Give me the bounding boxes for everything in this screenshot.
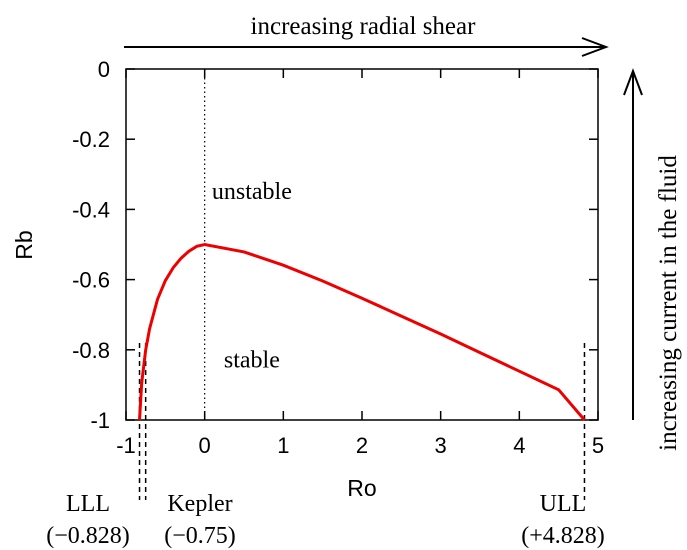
stability-boundary-curve: [138, 242, 586, 421]
y-tick-label: -0.6: [72, 268, 110, 293]
marker-value: (+4.828): [521, 523, 605, 549]
x-tick-label: 5: [592, 433, 604, 458]
right-arrow: [623, 68, 643, 420]
x-tick-label: -1: [116, 433, 136, 458]
region-label: stable: [224, 347, 280, 373]
y-tick-label: -0.4: [72, 197, 110, 222]
top-arrow: [124, 37, 609, 57]
y-tick-label: -0.2: [72, 127, 110, 152]
y-axis-label: Rb: [11, 230, 37, 259]
x-tick-label: 1: [277, 433, 289, 458]
x-tick-label: 3: [435, 433, 447, 458]
region-label: unstable: [212, 179, 292, 205]
tick-labels: -1 0 1 2 3 4 5 0 -0.2 -0.4 -0.6 -0.8 -1: [72, 57, 604, 458]
marker-labels: LLL (−0.828) Kepler (−0.75) ULL (+4.828): [46, 491, 605, 549]
y-tick-label: -1: [90, 408, 110, 433]
x-tick-label: 0: [199, 433, 211, 458]
right-arrow-label: increasing current in the fluid: [655, 155, 682, 451]
x-tick-label: 2: [356, 433, 368, 458]
y-tick-label: 0: [98, 57, 110, 82]
marker-name: LLL: [66, 491, 110, 517]
marker-name: Kepler: [167, 491, 232, 517]
y-tick-label: -0.8: [72, 338, 110, 363]
x-tick-label: 4: [513, 433, 525, 458]
region-labels: unstable stable: [212, 179, 292, 373]
marker-value: (−0.75): [164, 523, 236, 549]
axis-ticks: [125, 68, 599, 421]
top-arrow-label: increasing radial shear: [251, 13, 477, 40]
plot-frame: [125, 68, 599, 421]
marker-value: (−0.828): [46, 523, 130, 549]
x-axis-label: Ro: [347, 475, 376, 501]
marker-name: ULL: [540, 491, 587, 517]
